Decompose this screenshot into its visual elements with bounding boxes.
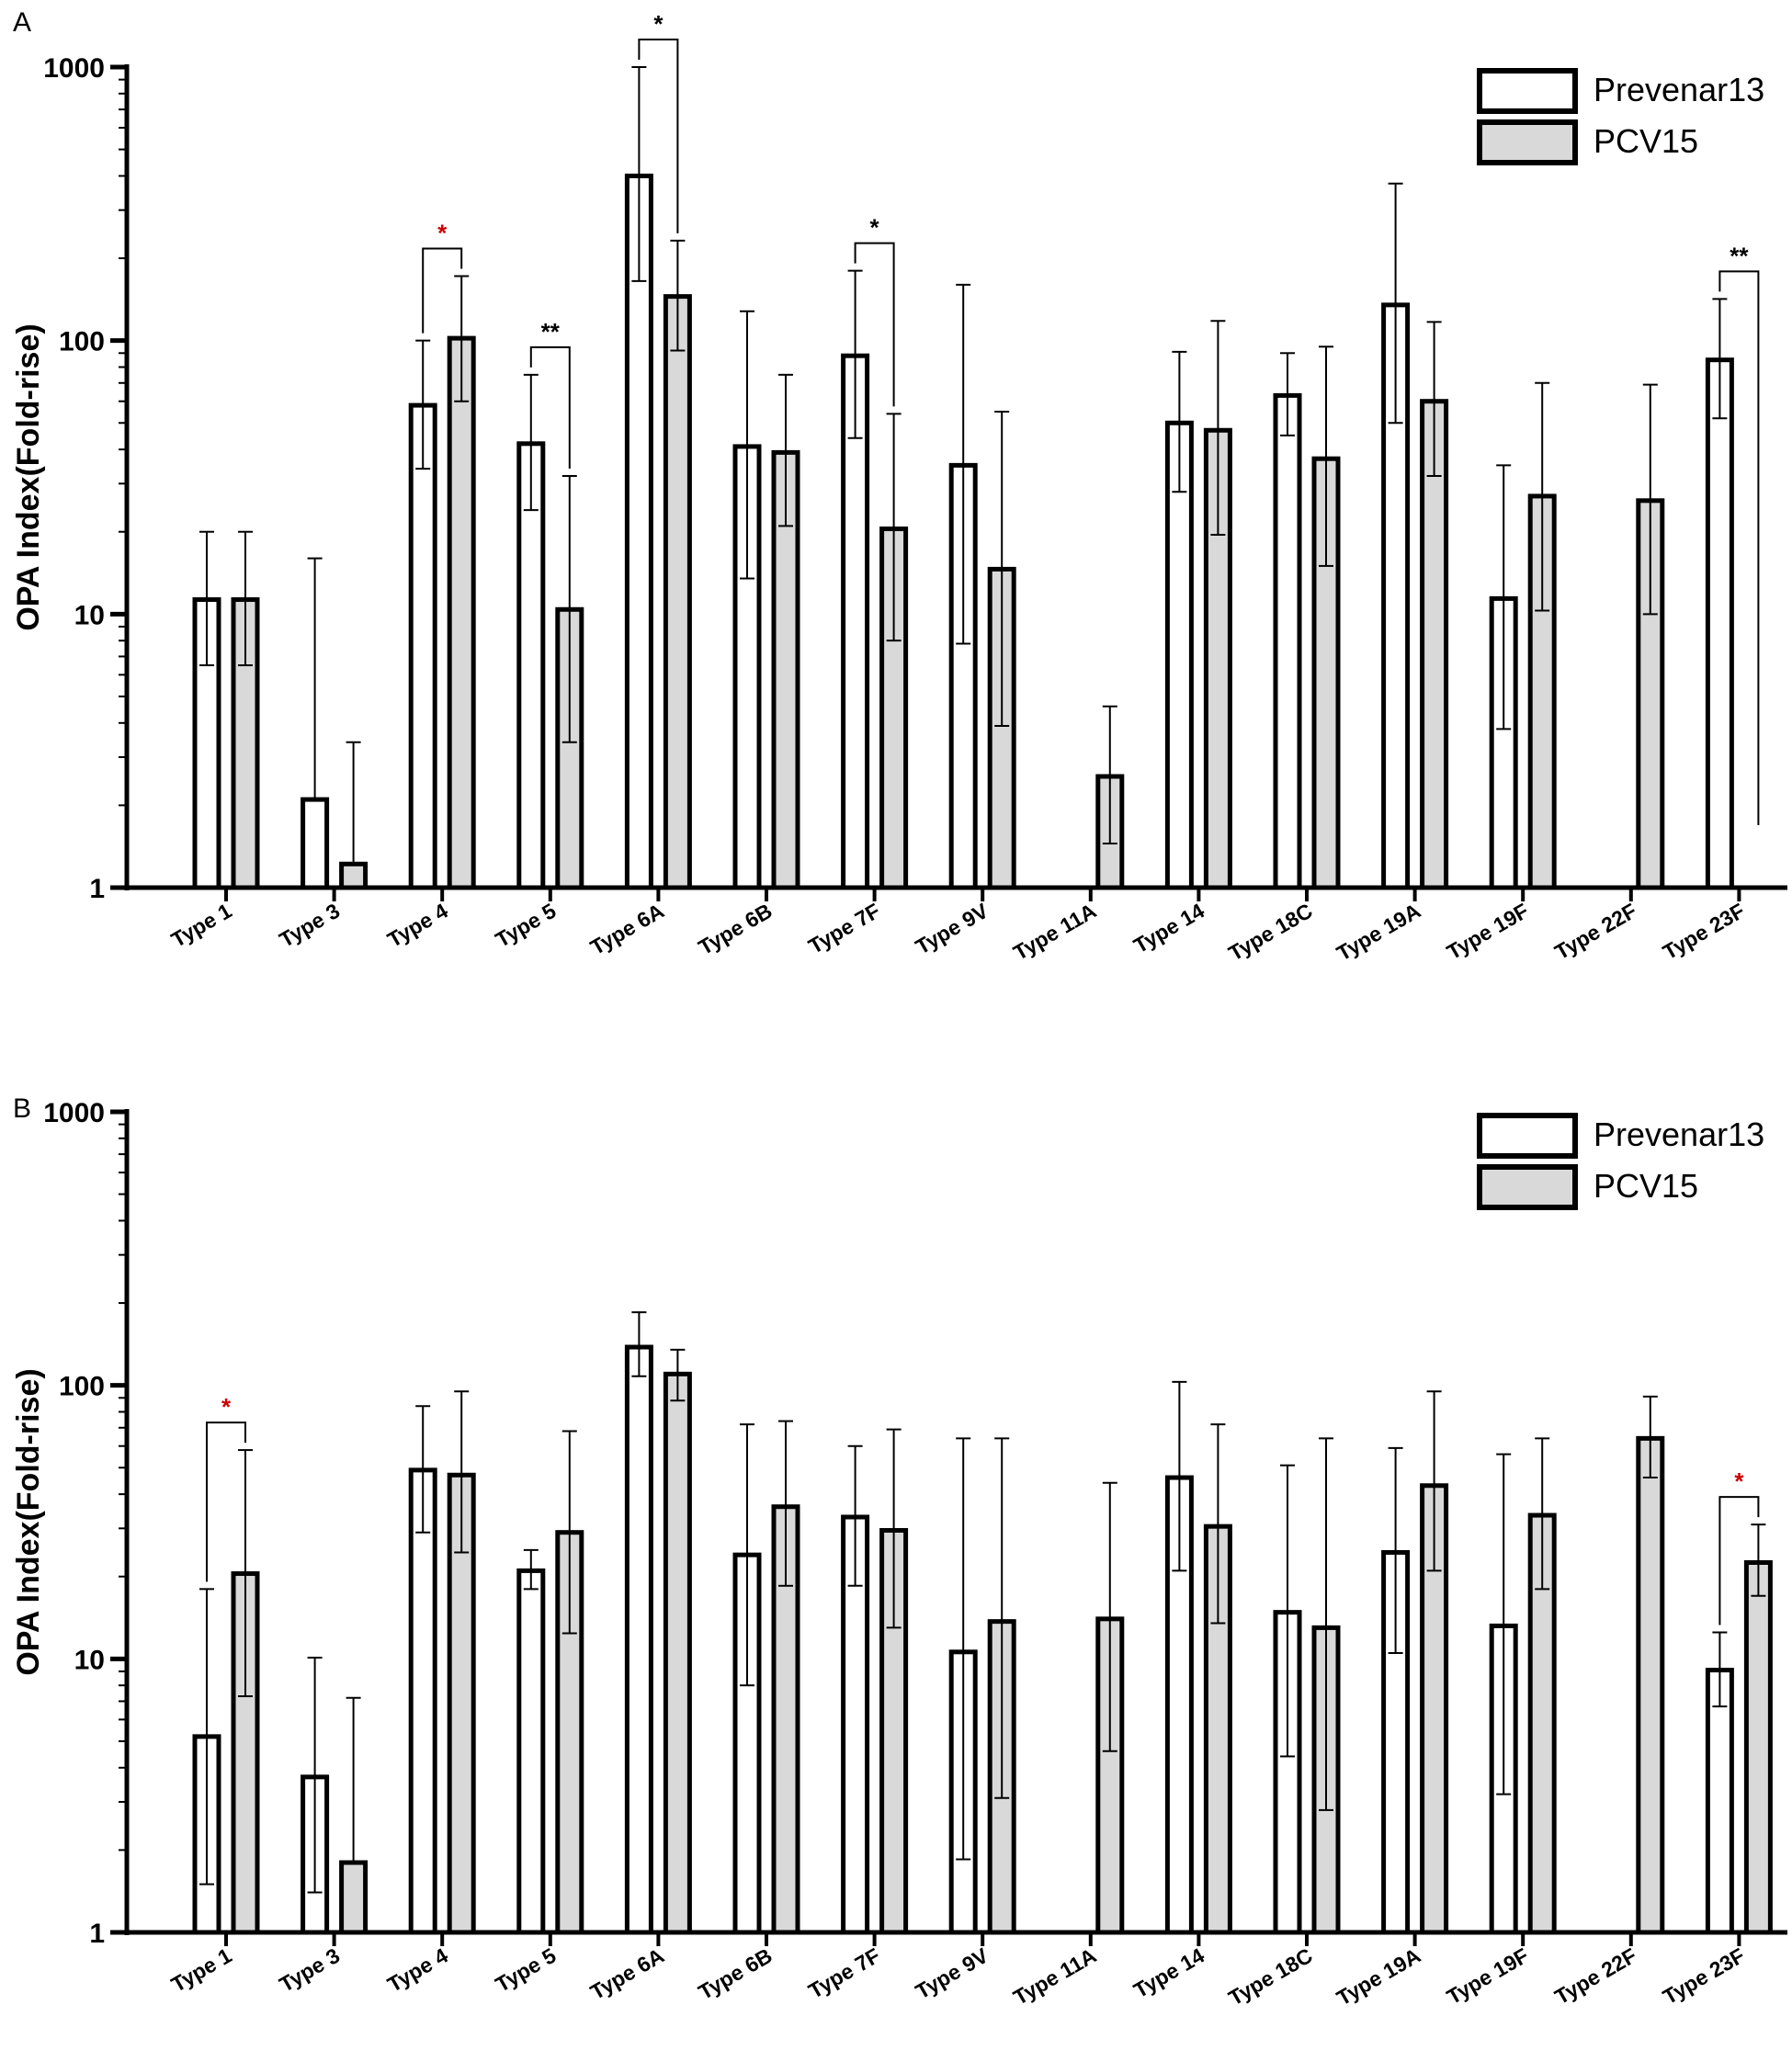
x-tick-label: Type 3 <box>275 899 344 952</box>
significance-marker: ** <box>1730 242 1749 269</box>
bar <box>408 1467 437 1935</box>
bar <box>408 402 437 890</box>
significance-bracket <box>638 39 679 233</box>
x-tick-label: Type 7F <box>804 899 884 958</box>
x-tick-label: Type 11A <box>1009 899 1100 965</box>
bar <box>339 1860 369 1935</box>
x-tick-label: Type 19F <box>1443 899 1533 965</box>
x-tick-label: Type 23F <box>1659 899 1749 965</box>
bar <box>1705 357 1734 890</box>
x-tick-label: Type 1 <box>167 899 236 952</box>
y-axis-title: OPA Index(Fold-rise) <box>11 1368 46 1675</box>
bar <box>624 173 653 890</box>
significance-marker: * <box>870 214 880 242</box>
bar <box>1705 1668 1734 1935</box>
y-tick-label: 10 <box>74 600 105 630</box>
x-tick-label: Type 23F <box>1659 1943 1749 2010</box>
legend-label-pcv15: PCV15 <box>1594 122 1698 160</box>
significance-bracket <box>422 247 463 334</box>
x-tick-label: Type 19A <box>1333 899 1424 966</box>
legend-label-pcv15: PCV15 <box>1594 1167 1698 1205</box>
significance-bracket <box>1718 270 1760 825</box>
x-tick-label: Type 9V <box>912 898 992 958</box>
x-tick-label: Type 7F <box>804 1943 884 2003</box>
significance-marker: * <box>437 220 448 247</box>
x-tick-label: Type 22F <box>1550 899 1640 965</box>
x-tick-label: Type 6A <box>586 899 668 959</box>
y-axis-title: OPA Index(Fold-rise) <box>11 323 46 630</box>
x-tick-label: Type 18C <box>1224 1943 1316 2010</box>
y-tick-label: 100 <box>59 327 105 357</box>
significance-bracket <box>1718 1496 1760 1625</box>
significance-bracket <box>854 242 895 407</box>
bar <box>1636 1435 1665 1935</box>
bar <box>447 335 476 890</box>
bar <box>1273 392 1302 890</box>
bar <box>1743 1560 1773 1935</box>
significance-bracket <box>529 345 571 469</box>
x-tick-label: Type 9V <box>912 1942 992 2003</box>
bar <box>231 597 260 890</box>
x-tick-label: Type 14 <box>1129 899 1208 958</box>
y-tick-label: 100 <box>59 1372 105 1402</box>
significance-marker: ** <box>541 318 561 345</box>
chart-panel-b: 1 10 100 1000 OPA Index(Fold-rise) Type 1 Type… <box>11 1098 1787 2010</box>
x-tick-label: Type 6B <box>694 1943 776 2004</box>
bar <box>301 797 330 890</box>
x-tick-label: Type 22F <box>1550 1943 1640 2010</box>
legend-swatch-prevenar13 <box>1477 68 1578 114</box>
bar <box>663 1371 692 1935</box>
legend-swatch-pcv15 <box>1477 1164 1578 1210</box>
x-tick-label: Type 4 <box>383 1943 452 1997</box>
y-tick-label: 1000 <box>43 53 105 84</box>
significance-marker: * <box>1734 1467 1744 1495</box>
legend-label-prevenar13: Prevenar13 <box>1594 71 1764 108</box>
significance-marker: * <box>221 1393 232 1421</box>
x-tick-label: Type 5 <box>492 1943 561 1997</box>
y-tick-label: 1 <box>89 874 105 904</box>
bar <box>624 1344 653 1935</box>
panel-label-b: B <box>13 1093 32 1124</box>
bar <box>663 294 692 890</box>
bar <box>841 353 870 890</box>
x-tick-label: Type 11A <box>1009 1943 1100 2010</box>
legend-label-prevenar13: Prevenar13 <box>1594 1116 1764 1153</box>
significance-bracket <box>206 1421 246 1582</box>
bar <box>516 1568 546 1935</box>
x-tick-label: Type 14 <box>1129 1943 1208 2003</box>
x-tick-label: Type 3 <box>275 1943 344 1997</box>
x-tick-label: Type 19A <box>1333 1943 1424 2010</box>
x-tick-label: Type 6B <box>694 899 776 959</box>
legend-swatch-pcv15 <box>1477 119 1578 165</box>
x-tick-label: Type 18C <box>1224 899 1316 966</box>
significance-marker: * <box>653 10 663 38</box>
x-tick-label: Type 5 <box>492 899 561 952</box>
chart-panel-a: 1 10 100 1000 OPA Index(Fold-rise) Type 1 Type… <box>11 10 1787 966</box>
y-tick-label: 1 <box>89 1919 105 1949</box>
x-tick-label: Type 6A <box>586 1943 668 2004</box>
y-tick-label: 10 <box>74 1645 105 1675</box>
x-tick-label: Type 1 <box>167 1943 236 1997</box>
bar <box>339 861 369 890</box>
x-tick-label: Type 4 <box>383 899 452 952</box>
legend-swatch-prevenar13 <box>1477 1113 1578 1159</box>
y-tick-label: 1000 <box>43 1098 105 1128</box>
bar <box>732 444 762 890</box>
x-tick-label: Type 19F <box>1443 1943 1533 2010</box>
panel-label-a: A <box>13 7 32 38</box>
